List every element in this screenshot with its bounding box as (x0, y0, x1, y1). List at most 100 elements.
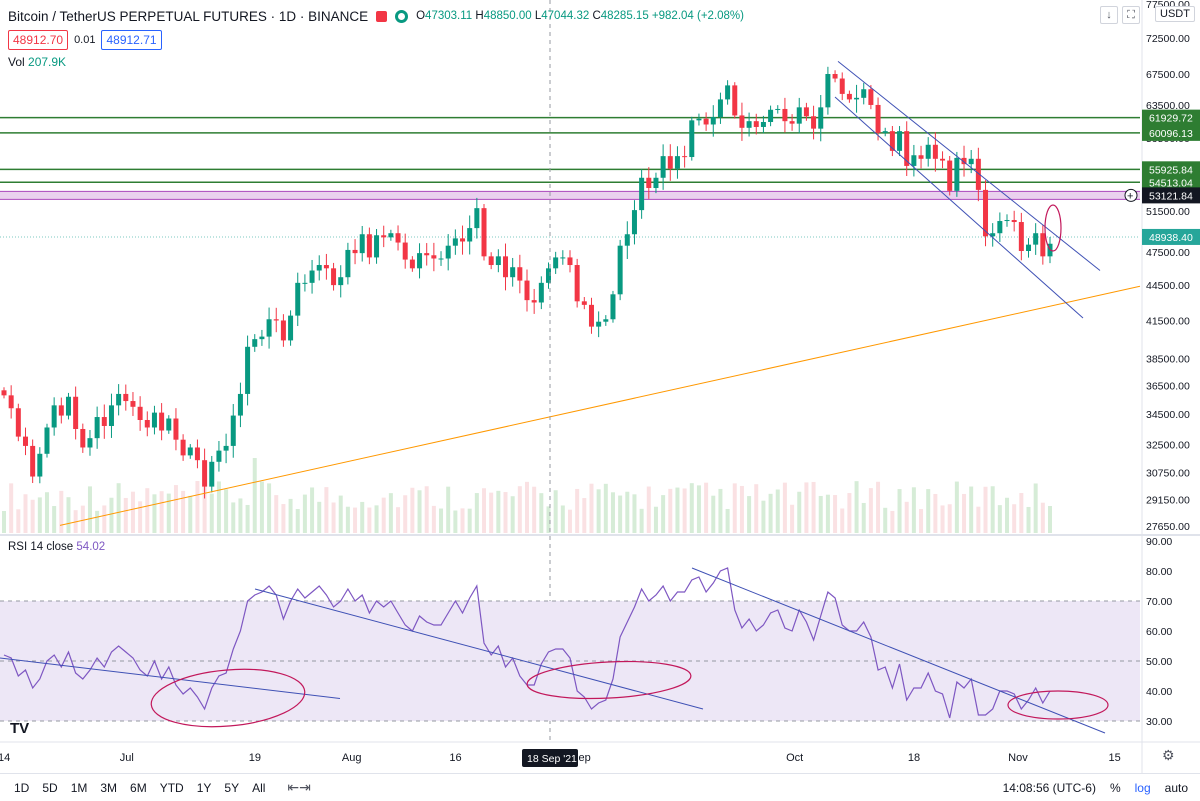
candle-body (481, 208, 487, 257)
gear-icon[interactable]: ⚙ (1162, 747, 1175, 763)
candle-body (194, 447, 200, 461)
candle-body (302, 282, 308, 284)
candle-body (875, 104, 881, 133)
candle-body (374, 235, 380, 258)
tradingview-logo[interactable]: TV (10, 720, 30, 737)
time-axis-label: Aug (342, 752, 362, 764)
annotation-circle (1044, 204, 1062, 252)
rsi-label: RSI 14 close (8, 541, 74, 553)
candle-body (123, 393, 129, 402)
candle-body (990, 233, 996, 237)
level-label-bg (1142, 187, 1200, 204)
volume-bar (252, 458, 257, 533)
rsi-tick-label: 50.00 (1146, 656, 1172, 668)
percent-toggle[interactable]: % (1109, 780, 1121, 795)
candle-body (51, 405, 57, 428)
volume-bar (30, 499, 35, 533)
volume-bar (123, 497, 128, 533)
auto-toggle[interactable]: auto (1164, 780, 1188, 795)
open-value: 47303.11 (425, 10, 473, 22)
candle-body (359, 234, 365, 254)
purple-zone (0, 191, 1140, 200)
buy-price-button[interactable]: 48912.71 (101, 30, 162, 50)
candle-body (932, 144, 938, 159)
timeframe-5d[interactable]: 5D (42, 780, 58, 795)
volume-bar (976, 506, 981, 533)
level-price-label: 60096.13 (1149, 128, 1193, 140)
volume-bar (44, 492, 49, 533)
crosshair-time-bg (522, 749, 578, 767)
timeframe-3m[interactable]: 3M (100, 780, 118, 795)
candle-body (65, 396, 71, 416)
candle-body (409, 259, 415, 269)
candle-body (854, 97, 860, 100)
candle-body (617, 245, 623, 295)
candle-body (94, 417, 100, 439)
candle-body (37, 453, 43, 477)
candle-body (424, 253, 430, 256)
price-tick-label: 72500.00 (1146, 33, 1190, 45)
timeframe-1d[interactable]: 1D (14, 780, 30, 795)
candle-body (467, 228, 473, 242)
candle-body (80, 428, 86, 448)
sell-price-button[interactable]: 48912.70 (8, 30, 69, 50)
volume-bar (546, 506, 551, 533)
bottom-right-controls: 14:08:56 (UTC-6) % log auto (1003, 781, 1188, 795)
down-arrow-icon[interactable]: ↓ (1100, 6, 1118, 24)
candle-body (223, 445, 229, 451)
rsi-legend: RSI 14 close 54.02 (8, 541, 105, 553)
timeframe-all[interactable]: All (252, 780, 266, 795)
candle-body (495, 256, 501, 266)
candle-body (796, 107, 802, 124)
candle-body (603, 319, 609, 322)
fullscreen-icon[interactable]: ⛶ (1122, 6, 1140, 24)
low-value: 47044.32 (541, 10, 590, 22)
volume-bar (775, 489, 780, 533)
candle-body (918, 155, 924, 159)
volume-bar (338, 495, 343, 533)
close-value: 48285.15 (600, 10, 649, 22)
volume-bar (833, 495, 838, 533)
timeframe-ytd[interactable]: YTD (159, 780, 184, 795)
volume-bar (245, 504, 250, 533)
volume-bar (1005, 497, 1010, 533)
volume-bar (997, 505, 1002, 533)
volume-bar (173, 485, 178, 533)
volume-bar (317, 501, 322, 533)
candle-body (130, 401, 136, 407)
candle-body (911, 155, 917, 166)
currency-button[interactable]: USDT (1155, 6, 1195, 22)
candle-body (202, 460, 208, 487)
timeframe-6m[interactable]: 6M (130, 780, 147, 795)
volume-bar (560, 505, 565, 533)
volume-bar (216, 481, 221, 533)
symbol-title[interactable]: Bitcoin / TetherUS PERPETUAL FUTURES · 1… (8, 8, 369, 24)
timeframe-1y[interactable]: 1Y (196, 780, 212, 795)
volume-bar (388, 493, 393, 533)
candle-body (660, 156, 666, 178)
candle-body (839, 78, 845, 94)
volume-bar (353, 507, 358, 533)
volume-bar (897, 489, 902, 533)
candle-body (259, 336, 265, 340)
volume-bar (919, 509, 924, 533)
volume-bar (596, 489, 601, 533)
candle-body (997, 221, 1003, 234)
log-toggle[interactable]: log (1134, 780, 1151, 795)
volume-bar (668, 488, 673, 533)
volume-bar (109, 497, 114, 533)
level-label-bg (1142, 174, 1200, 191)
price-tick-label: 38500.00 (1146, 354, 1190, 366)
rsi-tick-label: 80.00 (1146, 566, 1172, 578)
candle-body (108, 405, 114, 426)
clock-display[interactable]: 14:08:56 (UTC-6) (1002, 780, 1096, 795)
volume-bar (883, 507, 888, 533)
timeframe-1m[interactable]: 1M (70, 780, 88, 795)
volume-bar (926, 489, 931, 533)
volume-bar (517, 486, 522, 533)
volume-bar (381, 497, 386, 533)
calendar-range-icon[interactable]: ⇤⇥ (287, 779, 311, 795)
candle-body (1018, 222, 1024, 251)
timeframe-5y[interactable]: 5Y (224, 780, 240, 795)
